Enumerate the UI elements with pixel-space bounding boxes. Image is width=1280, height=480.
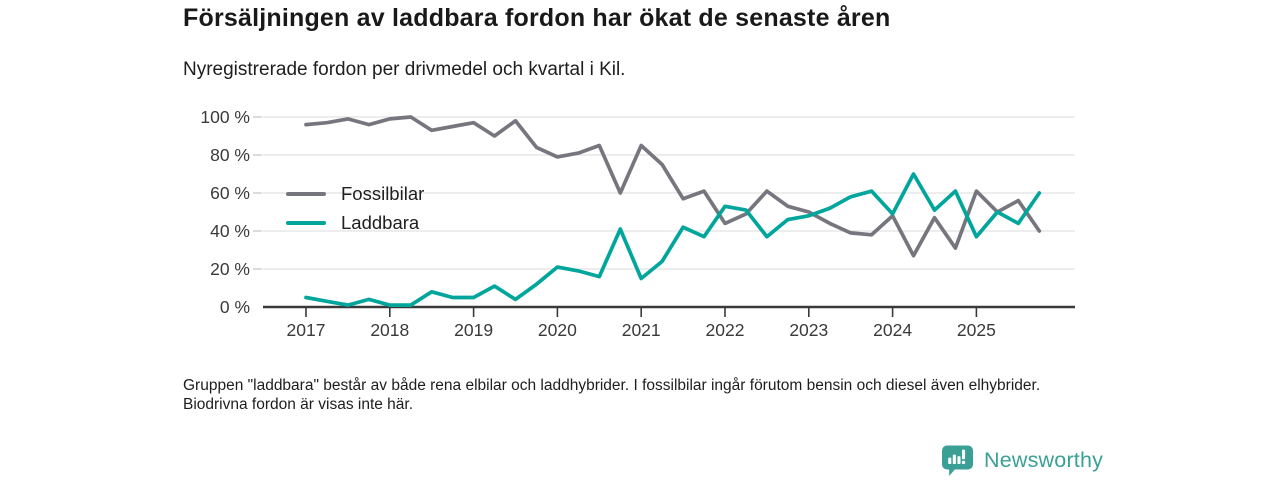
legend-label-fossilbilar: Fossilbilar [341, 183, 425, 204]
y-axis-label: 80 % [210, 145, 250, 165]
x-axis-label: 2021 [622, 320, 661, 340]
legend-item-fossilbilar: Fossilbilar [286, 183, 424, 205]
x-axis-label: 2020 [538, 320, 577, 340]
legend-label-laddbara: Laddbara [341, 212, 420, 233]
series-line-fossilbilar [304, 115, 1042, 258]
legend-item-laddbara: Laddbara [286, 212, 424, 234]
fossilbilar-line-swatch [286, 192, 326, 196]
x-axis-label: 2017 [287, 320, 326, 340]
x-axis-label: 2024 [873, 320, 912, 340]
y-axis-label: 20 % [210, 259, 250, 279]
y-axis-label: 0 % [220, 297, 250, 317]
page-subtitle: Nyregistrerade fordon per drivmedel och … [183, 59, 626, 80]
branding-lockup: Newsworthy [940, 444, 1103, 477]
series-line-laddbara [304, 172, 1042, 307]
x-axis-label: 2018 [370, 320, 409, 340]
x-axis-label: 2025 [957, 320, 996, 340]
chart-legend: Fossilbilar Laddbara [286, 183, 424, 234]
y-axis-label: 60 % [210, 183, 250, 203]
page-title: Försäljningen av laddbara fordon har öka… [183, 4, 891, 32]
footnote-text: Gruppen "laddbara" består av både rena e… [183, 377, 1041, 414]
y-axis-label: 100 % [200, 107, 250, 127]
newsworthy-bar-chart-pin-icon [942, 445, 973, 476]
laddbara-line-swatch [286, 221, 326, 225]
x-axis-label: 2019 [454, 320, 493, 340]
x-axis-label: 2023 [789, 320, 828, 340]
x-axis-label: 2022 [706, 320, 745, 340]
branding-wordmark: Newsworthy [984, 448, 1104, 472]
y-axis-label: 40 % [210, 221, 250, 241]
